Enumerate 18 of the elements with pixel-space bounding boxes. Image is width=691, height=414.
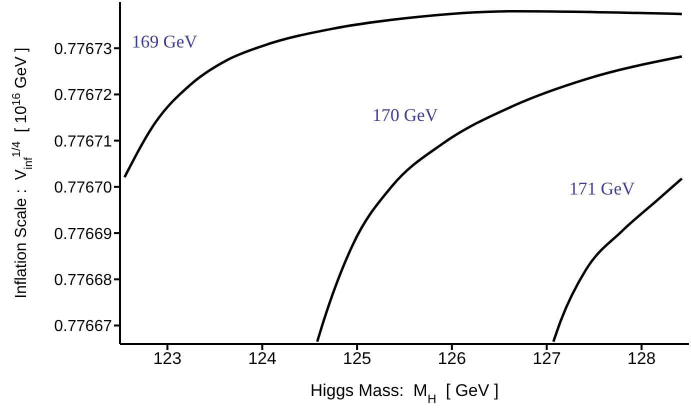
x-axis-title: Higgs Mass: M$_{H}$ [ GeV ]: [310, 381, 499, 406]
x-tick-label: 124: [248, 349, 276, 368]
series-label: 170 GeV: [372, 105, 438, 126]
x-tick-label: 127: [532, 349, 561, 368]
y-tick-label: 0.77669: [54, 226, 112, 243]
line-series: [123, 10, 684, 178]
y-tick-label: 0.77671: [54, 133, 112, 150]
y-tick-label: 0.77673: [54, 40, 112, 58]
x-tick-label: 123: [153, 349, 182, 368]
x-tick-label: 125: [342, 349, 372, 368]
series-label: 169 GeV: [132, 31, 198, 52]
y-tick-label: 0.77668: [54, 272, 112, 289]
y-tick-label: 0.77670: [54, 180, 112, 197]
x-tick-label: 126: [438, 349, 466, 368]
x-tick-label: 128: [627, 349, 656, 368]
y-tick-label: 0.77672: [54, 87, 112, 104]
y-tick-label: 0.77667: [54, 318, 112, 336]
series-label: 171 GeV: [569, 178, 635, 199]
